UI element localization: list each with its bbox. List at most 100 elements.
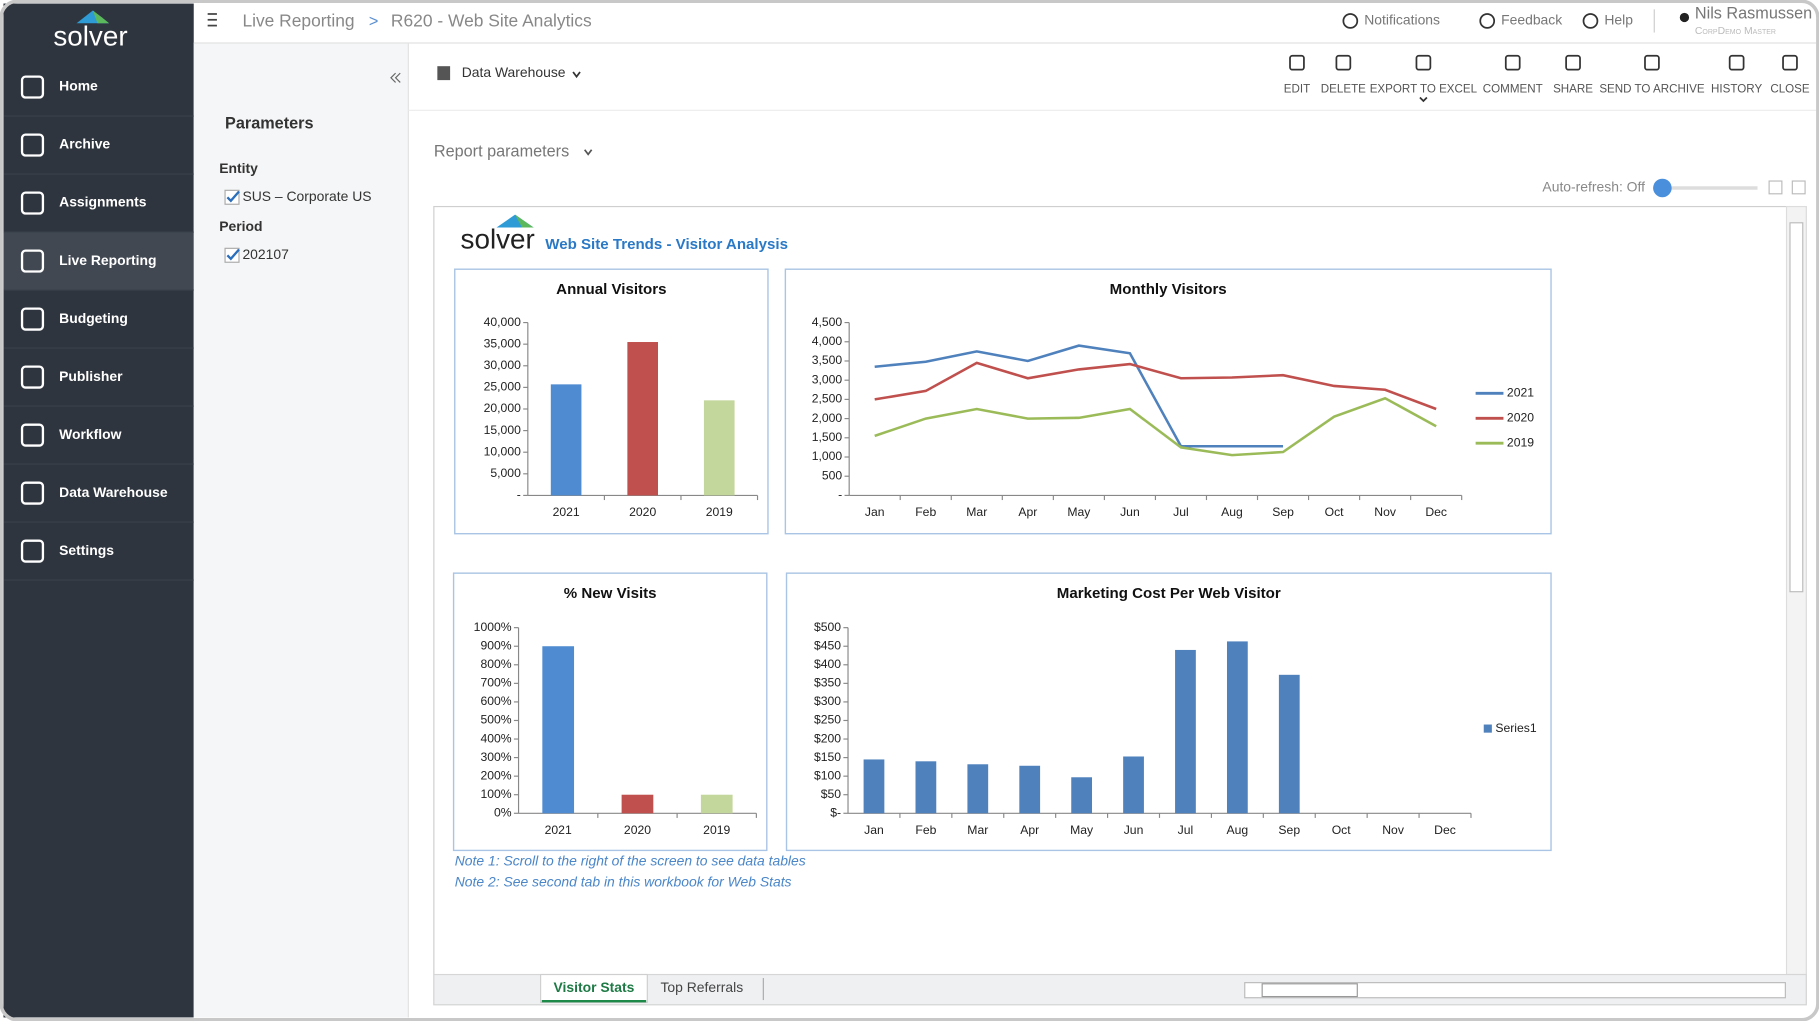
y-tick-label: 500%: [480, 713, 511, 727]
x-tick-label: Feb: [915, 823, 936, 837]
bar: [700, 794, 733, 814]
y-tick-label: $250: [814, 713, 841, 727]
x-tick-label: Nov: [1382, 823, 1405, 837]
nav-icon: [20, 481, 45, 505]
auto-refresh-label: Auto-refresh: Off: [1542, 179, 1645, 195]
y-tick-label: 20,000: [484, 401, 521, 415]
header-menu-item[interactable]: Feedback: [1501, 12, 1562, 28]
toolbar-icon[interactable]: [1728, 54, 1745, 71]
chart-box: [785, 572, 1552, 852]
nav-icon: [20, 307, 45, 331]
sidebar: [3, 3, 194, 1018]
y-tick-label: 800%: [480, 657, 511, 671]
param-value: 202107: [242, 246, 289, 262]
x-tick-label: Jun: [1124, 823, 1144, 837]
nav-item[interactable]: Live Reporting: [59, 252, 156, 268]
y-tick-label: $150: [814, 750, 841, 764]
breadcrumb-separator: >: [369, 12, 378, 30]
nav-item[interactable]: Assignments: [59, 194, 147, 210]
v-scroll-thumb[interactable]: [1789, 222, 1804, 593]
toolbar-icon[interactable]: [1644, 54, 1660, 71]
line: [874, 344, 1284, 448]
toolbar-button[interactable]: SEND TO ARCHIVE: [1599, 82, 1704, 95]
bar: [1175, 649, 1196, 814]
toolbar-button[interactable]: EXPORT TO EXCEL: [1370, 82, 1478, 95]
nav-item[interactable]: Publisher: [59, 368, 123, 384]
line: [874, 361, 1437, 411]
source-dropdown[interactable]: Data Warehouse: [462, 64, 566, 80]
legend-label: 2020: [1507, 410, 1534, 424]
report-title: Web Site Trends - Visitor Analysis: [545, 236, 788, 253]
toolbar-button[interactable]: SHARE: [1553, 82, 1593, 95]
x-tick-label: 2019: [703, 823, 730, 837]
active-tab-bg[interactable]: [540, 973, 648, 1003]
y-tick-label: 600%: [480, 694, 511, 708]
header-menu-item[interactable]: Help: [1604, 12, 1633, 28]
toolbar-icon[interactable]: [1415, 54, 1432, 71]
x-tick-label: Dec: [1425, 505, 1447, 519]
sheet-tab[interactable]: Top Referrals: [660, 979, 743, 995]
x-tick-label: Jul: [1178, 823, 1194, 837]
nav-item[interactable]: Home: [59, 78, 98, 94]
report-parameters[interactable]: Report parameters: [434, 142, 569, 160]
h-scrollbar[interactable]: [1244, 982, 1786, 999]
nav-item[interactable]: Settings: [59, 542, 114, 558]
y-tick-label: 35,000: [484, 336, 521, 350]
bar: [915, 761, 937, 814]
export-caret: [1419, 96, 1428, 103]
sheet-tab[interactable]: Visitor Stats: [554, 979, 635, 995]
toolbar-icon[interactable]: [1782, 54, 1798, 71]
nav-icon: [20, 133, 45, 157]
user-role: CorpDemo Master: [1695, 26, 1776, 37]
collapse-icon[interactable]: [390, 72, 401, 83]
toggle-knob[interactable]: [1653, 178, 1672, 198]
chart-title: % New Visits: [564, 585, 657, 602]
y-tick-label: 100%: [480, 787, 511, 801]
view-icon[interactable]: [1768, 180, 1783, 195]
view-icon[interactable]: [1791, 180, 1806, 195]
user-name[interactable]: Nils Rasmussen: [1695, 4, 1812, 22]
h-scroll-thumb[interactable]: [1261, 983, 1358, 998]
toolbar-button[interactable]: HISTORY: [1711, 82, 1762, 95]
nav-icon: [20, 191, 45, 215]
y-tick-label: 300%: [480, 750, 511, 764]
nav-item[interactable]: Budgeting: [59, 310, 128, 326]
bar: [967, 764, 989, 814]
x-tick-label: Apr: [1018, 505, 1037, 519]
y-tick-label: 4,000: [812, 334, 843, 348]
y-tick-label: $100: [814, 768, 841, 782]
nav-item[interactable]: Workflow: [59, 426, 122, 442]
toolbar-button[interactable]: CLOSE: [1770, 82, 1810, 95]
nav-item[interactable]: Archive: [59, 136, 110, 152]
x-tick-label: Jan: [864, 823, 884, 837]
parameters-title: Parameters: [225, 114, 313, 132]
param-value: SUS – Corporate US: [242, 188, 371, 204]
y-tick-label: 3,000: [812, 372, 843, 386]
x-tick-label: 2021: [545, 823, 572, 837]
dropdown-caret: [583, 149, 593, 156]
toolbar-button[interactable]: EDIT: [1284, 82, 1310, 95]
x-tick-label: Sep: [1272, 505, 1294, 519]
breadcrumb[interactable]: Live Reporting: [242, 11, 354, 31]
chart-box: [784, 268, 1552, 535]
y-tick-label: 700%: [480, 676, 511, 690]
toolbar-icon[interactable]: [1335, 54, 1352, 71]
nav-item[interactable]: Data Warehouse: [59, 484, 168, 500]
param-label: Entity: [219, 160, 258, 176]
chart-title: Marketing Cost Per Web Visitor: [1057, 585, 1281, 602]
header-menu-item[interactable]: Notifications: [1364, 12, 1440, 28]
toolbar-icon[interactable]: [1504, 54, 1521, 71]
bar: [550, 384, 582, 496]
param-label: Period: [219, 218, 262, 234]
y-tick-label: 4,500: [812, 315, 843, 329]
user-icon: [1679, 12, 1690, 23]
x-tick-label: Apr: [1020, 823, 1039, 837]
toolbar-icon[interactable]: [1565, 54, 1581, 71]
legend-label: 2021: [1507, 386, 1534, 400]
nav-icon: [20, 249, 45, 273]
source-icon: [437, 66, 451, 81]
toolbar-button[interactable]: DELETE: [1321, 82, 1366, 95]
y-tick-label: $450: [814, 638, 841, 652]
toolbar-icon[interactable]: [1289, 54, 1305, 71]
toolbar-button[interactable]: COMMENT: [1483, 82, 1543, 95]
